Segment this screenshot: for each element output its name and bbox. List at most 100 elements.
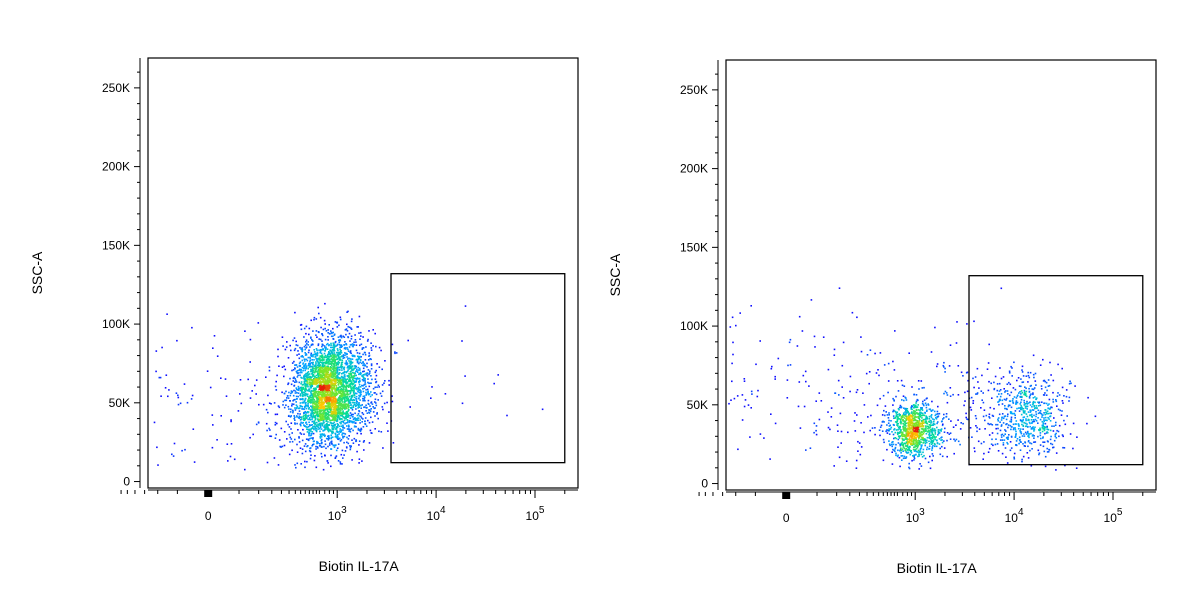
event-point	[1023, 401, 1026, 404]
event-point	[335, 367, 337, 370]
event-point	[1022, 428, 1024, 430]
event-point	[298, 441, 301, 443]
event-point	[301, 384, 304, 386]
event-point	[903, 429, 905, 432]
event-point	[324, 413, 327, 415]
event-point	[900, 452, 902, 454]
event-point	[336, 434, 339, 436]
event-point	[894, 416, 897, 419]
event-point	[330, 465, 332, 468]
event-point	[183, 383, 186, 385]
event-point	[349, 360, 352, 363]
event-point	[365, 346, 367, 348]
event-point	[350, 362, 353, 364]
event-point	[339, 404, 342, 407]
event-point	[323, 415, 325, 418]
event-point	[347, 393, 350, 396]
event-point	[216, 355, 219, 357]
event-point	[327, 365, 329, 367]
event-point	[348, 375, 350, 377]
event-point	[332, 444, 335, 447]
event-point	[349, 392, 351, 395]
event-point	[464, 305, 467, 307]
event-point	[317, 370, 319, 372]
event-point	[946, 401, 949, 404]
event-point	[329, 430, 332, 432]
event-point	[343, 344, 345, 346]
event-point	[1010, 426, 1013, 428]
event-point	[304, 425, 306, 427]
event-point	[330, 385, 333, 387]
event-point	[1062, 435, 1064, 438]
event-point	[936, 416, 939, 418]
event-point	[326, 396, 329, 398]
gate-rectangle[interactable]	[390, 273, 566, 464]
event-point	[316, 413, 319, 415]
event-point	[308, 373, 311, 375]
event-point	[362, 397, 364, 400]
event-point	[297, 417, 300, 419]
event-point	[316, 336, 318, 338]
event-point	[362, 347, 365, 349]
event-point	[367, 369, 370, 371]
event-point	[330, 383, 332, 386]
event-point	[306, 428, 308, 430]
event-point	[319, 419, 321, 422]
event-point	[339, 395, 342, 397]
event-point	[342, 386, 345, 389]
event-point	[322, 403, 325, 405]
event-point	[318, 377, 320, 379]
event-point	[303, 345, 306, 348]
event-point	[324, 425, 326, 427]
event-point	[295, 381, 298, 383]
event-point	[932, 439, 935, 441]
event-point	[339, 418, 341, 420]
event-point	[928, 435, 931, 438]
event-point	[346, 436, 348, 439]
event-point	[310, 392, 312, 395]
event-point	[313, 383, 315, 385]
event-point	[335, 420, 338, 422]
event-point	[325, 420, 327, 423]
event-point	[906, 452, 908, 454]
event-point	[370, 349, 373, 351]
event-point	[318, 375, 320, 377]
event-point	[331, 432, 333, 435]
event-point	[331, 389, 333, 391]
event-point	[339, 463, 342, 465]
event-point	[303, 367, 305, 370]
event-point	[337, 415, 339, 418]
event-point	[370, 347, 373, 349]
event-point	[322, 373, 325, 376]
event-point	[291, 390, 294, 393]
event-point	[318, 357, 320, 360]
event-point	[335, 375, 338, 377]
x-tick-label: 103	[328, 505, 347, 523]
event-point	[265, 376, 267, 378]
event-point	[299, 361, 302, 363]
event-point	[353, 420, 355, 423]
event-point	[336, 354, 338, 357]
event-point	[1015, 430, 1017, 433]
event-point	[361, 421, 363, 423]
event-point	[340, 422, 342, 425]
event-point	[887, 417, 890, 419]
event-point	[343, 386, 346, 388]
event-point	[306, 371, 309, 374]
event-point	[315, 429, 317, 431]
event-point	[334, 382, 336, 384]
event-point	[380, 431, 383, 433]
event-point	[303, 360, 306, 362]
event-point	[919, 435, 921, 438]
event-point	[343, 388, 345, 390]
event-point	[926, 448, 928, 451]
event-point	[1044, 455, 1047, 458]
event-point	[348, 409, 350, 411]
event-point	[322, 420, 325, 422]
event-point	[337, 336, 340, 338]
event-point	[345, 386, 347, 388]
event-point	[1064, 464, 1066, 467]
event-point	[327, 363, 330, 365]
event-point	[331, 399, 334, 402]
event-point	[1074, 385, 1076, 387]
